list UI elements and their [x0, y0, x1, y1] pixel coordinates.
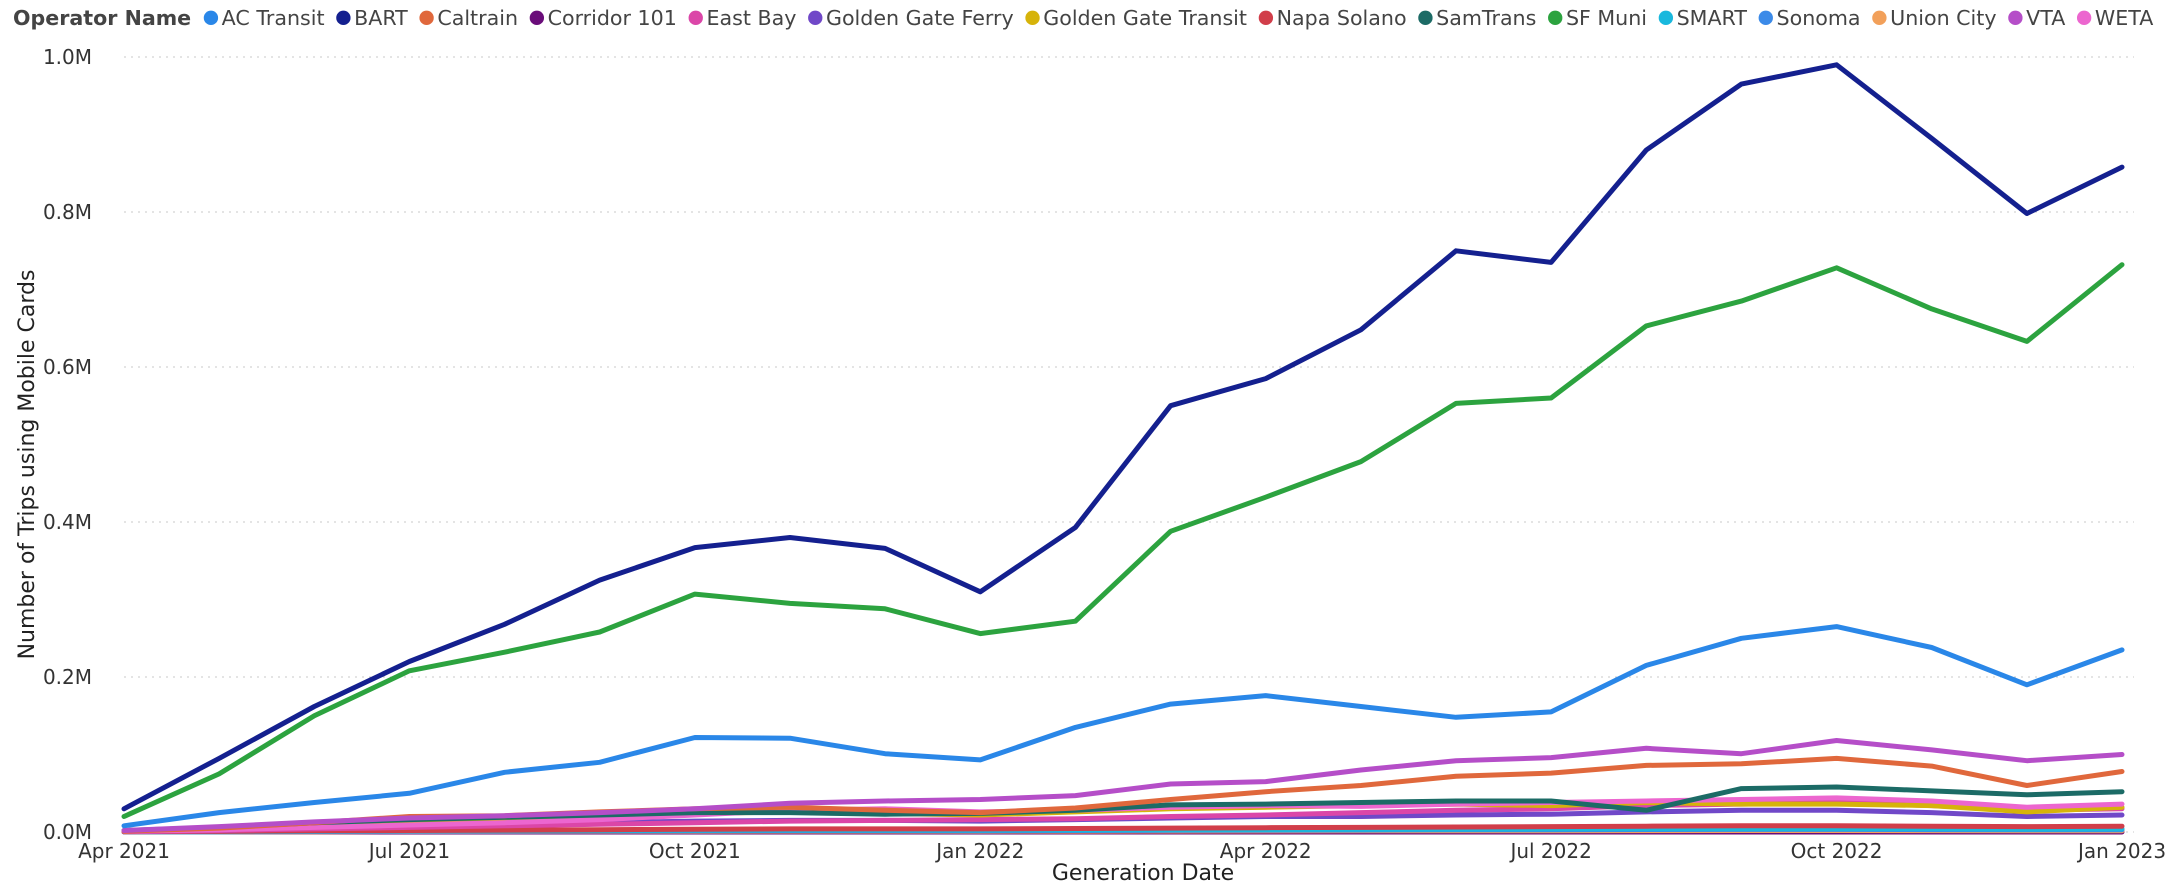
legend-label: East Bay	[706, 6, 796, 30]
legend-item-caltrain[interactable]: Caltrain	[419, 6, 518, 30]
series-line-vta[interactable]	[121, 738, 2125, 833]
legend-marker	[419, 10, 434, 25]
legend-label: Golden Gate Transit	[1043, 6, 1247, 30]
legend-item-napa-solano[interactable]: Napa Solano	[1258, 6, 1407, 30]
legend-marker	[203, 10, 219, 25]
x-tick-label: Apr 2021	[78, 839, 170, 863]
legend-label: SamTrans	[1436, 6, 1536, 30]
legend: Operator Name AC Transit BART Caltrain Corr…	[13, 6, 2153, 30]
legend-marker	[808, 10, 823, 25]
legend-item-golden-gate-ferry[interactable]: Golden Gate Ferry	[808, 6, 1014, 30]
legend-marker	[1872, 10, 1887, 25]
y-tick-label: 0.0M	[43, 820, 92, 844]
legend-marker	[2076, 10, 2092, 25]
legend-label: WETA	[2095, 6, 2153, 30]
legend-label: Caltrain	[437, 6, 518, 30]
legend-item-golden-gate-transit[interactable]: Golden Gate Transit	[1025, 6, 1247, 30]
legend-marker	[1258, 10, 1274, 25]
legend-item-union-city[interactable]: Union City	[1872, 6, 1997, 30]
legend-label: Sonoma	[1777, 6, 1861, 30]
y-axis-title: Number of Trips using Mobile Cards	[15, 270, 40, 660]
legend-label: BART	[354, 6, 408, 30]
legend-marker	[529, 10, 545, 25]
legend-marker	[2008, 10, 2023, 25]
series-line-bart[interactable]	[121, 62, 2125, 812]
y-tick-label: 0.4M	[43, 510, 92, 534]
legend-label: VTA	[2026, 6, 2065, 30]
y-tick-label: 0.6M	[43, 355, 92, 379]
legend-item-corridor-101[interactable]: Corridor 101	[529, 6, 677, 30]
legend-label: Corridor 101	[548, 6, 677, 30]
x-tick-label: Jul 2022	[1508, 839, 1591, 863]
legend-label: Napa Solano	[1277, 6, 1407, 30]
x-tick-label: Jan 2022	[934, 839, 1024, 863]
legend-item-sf-muni[interactable]: SF Muni	[1548, 6, 1647, 30]
legend-item-vta[interactable]: VTA	[2008, 6, 2065, 30]
legend-marker	[336, 10, 351, 25]
legend-label: SF Muni	[1566, 6, 1647, 30]
legend-item-ac-transit[interactable]: AC Transit	[203, 6, 325, 30]
legend-item-samtrans[interactable]: SamTrans	[1418, 6, 1536, 30]
x-tick-label: Jan 2023	[2076, 839, 2166, 863]
x-tick-label: Apr 2022	[1220, 839, 1312, 863]
legend-item-weta[interactable]: WETA	[2076, 6, 2153, 30]
series-line-sf-muni[interactable]	[121, 262, 2125, 819]
x-tick-label: Oct 2021	[649, 839, 741, 863]
series-line-napa-solano[interactable]	[121, 823, 2125, 835]
series-lines	[121, 62, 2125, 835]
legend-marker	[1548, 10, 1563, 25]
y-tick-label: 0.8M	[43, 200, 92, 224]
x-tick-label: Oct 2022	[1791, 839, 1883, 863]
legend-label: AC Transit	[222, 6, 325, 30]
legend-label: Golden Gate Ferry	[826, 6, 1014, 30]
legend-item-sonoma[interactable]: Sonoma	[1758, 6, 1861, 30]
legend-marker	[1658, 10, 1674, 25]
legend-label: SMART	[1677, 6, 1748, 30]
legend-marker	[1025, 10, 1040, 25]
legend-marker	[688, 10, 703, 25]
legend-title: Operator Name	[13, 6, 191, 30]
x-tick-label: Jul 2021	[367, 839, 450, 863]
legend-marker	[1758, 10, 1773, 25]
x-axis-title: Generation Date	[1052, 861, 1234, 886]
y-axis-ticks: 0.0M 0.2M 0.4M 0.6M 0.8M 1.0M	[43, 45, 92, 844]
legend-marker	[1418, 10, 1433, 25]
y-tick-label: 0.2M	[43, 665, 92, 689]
x-axis-ticks: Apr 2021 Jul 2021 Oct 2021 Jan 2022 Apr 2022…	[78, 839, 2166, 863]
legend-item-bart[interactable]: BART	[336, 6, 408, 30]
legend-item-east-bay[interactable]: East Bay	[688, 6, 797, 30]
legend-item-smart[interactable]: SMART	[1658, 6, 1748, 30]
series-line-ac-transit[interactable]	[121, 624, 2125, 829]
y-tick-label: 1.0M	[43, 45, 92, 69]
legend-label: Union City	[1890, 6, 1996, 30]
